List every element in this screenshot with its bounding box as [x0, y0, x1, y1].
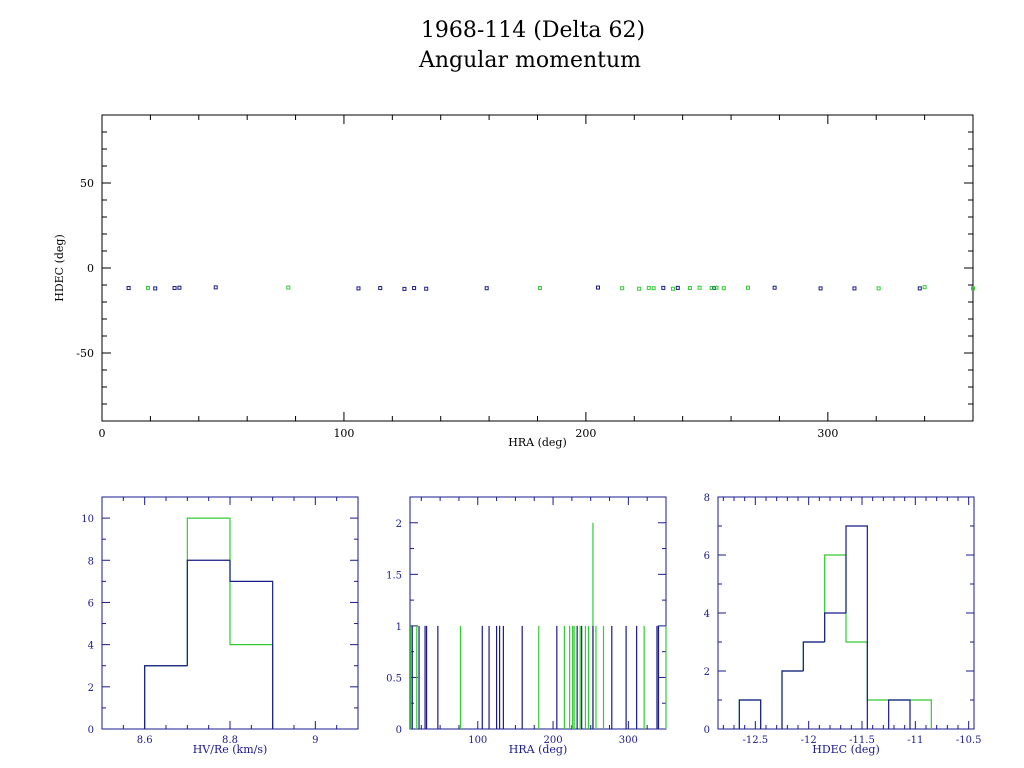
histogram-velocity-panel: 8.6 8.8 9 0 2 4 6 8 10 HV/Re (km/s) [81, 496, 359, 756]
y-tick-label: 4 [88, 641, 94, 652]
x-axis-label: HRA (deg) [509, 743, 568, 756]
y-tick-label: -50 [76, 347, 94, 360]
y-tick-label: 8 [88, 556, 94, 567]
green-data-point [637, 286, 642, 291]
x-axis-label: HDEC (deg) [812, 743, 880, 756]
x-tick-label: 9 [312, 735, 318, 746]
x-tick-label: 8.6 [137, 735, 153, 746]
x-tick-label: 200 [575, 427, 596, 440]
green-data-point [537, 286, 542, 291]
y-tick-label: 0.5 [386, 673, 402, 684]
green-data-point [876, 286, 881, 291]
plot-frame [101, 114, 974, 422]
blue-data-point [818, 286, 823, 291]
blue-data-point [126, 286, 131, 291]
blue-data-point [356, 286, 361, 291]
blue-data-point [177, 285, 182, 290]
blue-data-point [153, 286, 158, 291]
x-tick-label: 8.8 [222, 735, 238, 746]
y-tick-label: 10 [81, 514, 94, 525]
blue-data-point [484, 286, 489, 291]
green-data-point [651, 286, 656, 291]
blue-data-point [917, 286, 922, 291]
blue-data-point [402, 286, 407, 291]
y-tick-label: 1 [396, 622, 402, 633]
y-tick-label: 0 [704, 725, 710, 736]
y-tick-label: 0 [396, 725, 402, 736]
blue-data-point [172, 286, 177, 291]
green-data-point [922, 285, 927, 290]
green-data-point [745, 285, 750, 290]
blue-data-point [712, 286, 717, 291]
blue-data-point [424, 286, 429, 291]
green-data-point [697, 285, 702, 290]
green-data-point [286, 285, 291, 290]
x-tick-label: 0 [99, 427, 106, 440]
blue-data-point [378, 286, 383, 291]
x-tick-label: -11.5 [849, 735, 875, 746]
x-tick-label: -11 [907, 735, 923, 746]
y-tick-label: 0 [88, 725, 94, 736]
y-axis-label: HDEC (deg) [53, 234, 66, 302]
green-data-point [709, 286, 714, 291]
blue-data-point [675, 285, 680, 290]
y-tick-label: 8 [704, 493, 710, 504]
green-data-point [687, 286, 692, 291]
plot-frame [409, 496, 667, 730]
blue-data-point [661, 285, 666, 290]
histogram-hra-panel: 100 200 300 0 0.5 1 1.5 2 HRA (deg) [386, 496, 667, 756]
green-data-point [670, 286, 675, 291]
x-tick-label: -10.5 [956, 735, 982, 746]
blue-histogram-steps [144, 559, 274, 729]
chart-title-line2: Angular momentum [418, 48, 641, 73]
green-data-point [714, 285, 719, 290]
x-axis-label: HV/Re (km/s) [193, 743, 268, 756]
y-tick-label: 50 [80, 177, 94, 190]
green-data-point [971, 286, 975, 291]
y-tick-label: 6 [88, 598, 94, 609]
y-tick-label: 2 [704, 667, 710, 678]
x-tick-label: 200 [544, 735, 563, 746]
blue-data-point [595, 285, 600, 290]
histogram-hdec-panel: -12.5 -12 -11.5 -11 -10.5 0 2 4 6 8 HDEC (deg) [704, 493, 982, 756]
y-tick-label: 4 [704, 609, 710, 620]
blue-histogram-steps [738, 525, 911, 729]
x-tick-label: -12.5 [743, 735, 769, 746]
blue-data-point [772, 285, 777, 290]
green-data-point [721, 286, 726, 291]
scatter-panel: 0 100 200 300 50 0 -50 HRA (deg) HDEC (deg) [53, 114, 975, 449]
x-tick-label: 300 [619, 735, 638, 746]
y-tick-label: 2 [88, 683, 94, 694]
x-tick-label: 100 [468, 735, 487, 746]
green-data-point [620, 286, 625, 291]
blue-data-point [213, 285, 218, 290]
x-tick-label: -12 [801, 735, 817, 746]
green-histogram-steps [144, 517, 274, 729]
green-histogram-steps [738, 554, 932, 729]
blue-data-point [412, 286, 417, 291]
x-tick-label: 100 [333, 427, 354, 440]
y-tick-label: 6 [704, 551, 710, 562]
green-data-point [646, 285, 651, 290]
chart-title-line1: 1968-114 (Delta 62) [421, 18, 645, 43]
y-tick-label: 1.5 [386, 570, 402, 581]
blue-data-point [852, 286, 857, 291]
green-data-point [145, 285, 150, 290]
x-tick-label: 300 [817, 427, 838, 440]
x-axis-label: HRA (deg) [508, 436, 567, 449]
y-tick-label: 0 [87, 262, 94, 275]
y-tick-label: 2 [396, 519, 402, 530]
